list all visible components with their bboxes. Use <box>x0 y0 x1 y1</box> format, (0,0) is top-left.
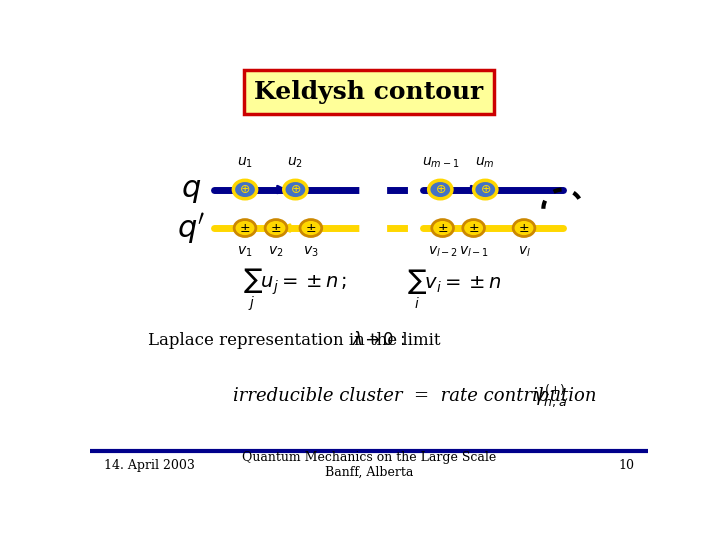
Ellipse shape <box>234 220 256 237</box>
Ellipse shape <box>265 220 287 237</box>
Text: $\pm$: $\pm$ <box>518 221 530 234</box>
Text: irreducible cluster  =  rate contribution: irreducible cluster = rate contribution <box>233 387 597 405</box>
Text: $u_{m-1}$: $u_{m-1}$ <box>422 156 459 170</box>
Text: $\sum_i v_i = \pm n$: $\sum_i v_i = \pm n$ <box>407 268 502 311</box>
Text: $\lambda \to 0\,:$: $\lambda \to 0\,:$ <box>352 332 405 349</box>
Text: $v_l$: $v_l$ <box>518 245 531 259</box>
Text: $v_3$: $v_3$ <box>303 245 319 259</box>
Text: Quantum Mechanics on the Large Scale
Banff, Alberta: Quantum Mechanics on the Large Scale Ban… <box>242 451 496 479</box>
Text: $u_m$: $u_m$ <box>475 156 495 170</box>
Text: $q$: $q$ <box>181 174 201 205</box>
Text: $\pm$: $\pm$ <box>305 221 317 234</box>
Text: $u_2$: $u_2$ <box>287 156 303 170</box>
Ellipse shape <box>513 220 535 237</box>
Ellipse shape <box>300 220 322 237</box>
Text: $v_2$: $v_2$ <box>269 245 284 259</box>
Text: $\gamma_{n,a}^{(+)}$: $\gamma_{n,a}^{(+)}$ <box>534 382 567 409</box>
Text: $v_{l-2}$: $v_{l-2}$ <box>428 245 458 259</box>
Ellipse shape <box>233 180 256 199</box>
Ellipse shape <box>428 180 452 199</box>
Text: $q'$: $q'$ <box>176 211 205 246</box>
Text: $\oplus$: $\oplus$ <box>435 183 446 196</box>
Ellipse shape <box>474 180 497 199</box>
Text: $\oplus$: $\oplus$ <box>480 183 491 196</box>
Text: 14. April 2003: 14. April 2003 <box>104 458 195 472</box>
Text: $\pm$: $\pm$ <box>239 221 251 234</box>
Text: $\pm$: $\pm$ <box>468 221 480 234</box>
Ellipse shape <box>284 180 307 199</box>
Text: $u_1$: $u_1$ <box>237 156 253 170</box>
Ellipse shape <box>432 220 454 237</box>
Text: $\oplus$: $\oplus$ <box>239 183 251 196</box>
Ellipse shape <box>463 220 485 237</box>
Text: Laplace representation in the limit: Laplace representation in the limit <box>148 332 441 349</box>
Text: $v_1$: $v_1$ <box>238 245 253 259</box>
Text: $\pm$: $\pm$ <box>437 221 449 234</box>
Text: 10: 10 <box>618 458 634 472</box>
Text: $\pm$: $\pm$ <box>271 221 282 234</box>
Text: $\oplus$: $\oplus$ <box>289 183 301 196</box>
Text: $v_{l-1}$: $v_{l-1}$ <box>459 245 489 259</box>
Text: $\sum_j u_j = \pm n\,;$: $\sum_j u_j = \pm n\,;$ <box>243 266 348 313</box>
Text: Keldysh contour: Keldysh contour <box>254 80 484 104</box>
